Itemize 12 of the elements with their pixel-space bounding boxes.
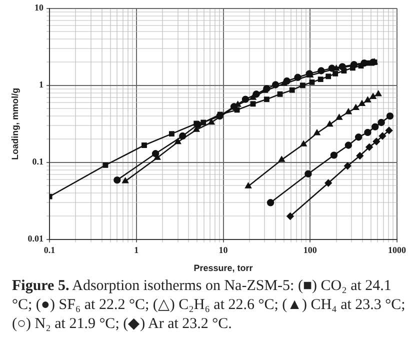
y-tick-label: 1 [39, 80, 44, 90]
x-tick-label: 1 [134, 245, 140, 256]
y-tick-label: 0.01 [28, 234, 44, 244]
y-tick-label: 10 [34, 2, 44, 13]
x-tick-label: 0.1 [44, 245, 56, 256]
x-tick-label: 1000 [388, 245, 406, 256]
caption: Figure 5. Adsorption isotherms on Na-ZSM-5: (■) CO₂ at 24.1 °C; (●) SF₆ at 22.2 °C; (△) C₂H₆ at 22.6 °C; (▲) CH₄ at 23.3 °C; (○) N₂ at 21.9 °C; (◆) Ar at 23.2 °C. [12, 277, 406, 334]
y-axis-title: Loading, mmol/g [10, 88, 20, 160]
x-tick-label: 10 [218, 245, 228, 256]
x-axis-title: Pressure, torr [194, 263, 254, 274]
y-tick-label: 0.1 [32, 156, 44, 167]
x-tick-label: 100 [303, 245, 318, 256]
